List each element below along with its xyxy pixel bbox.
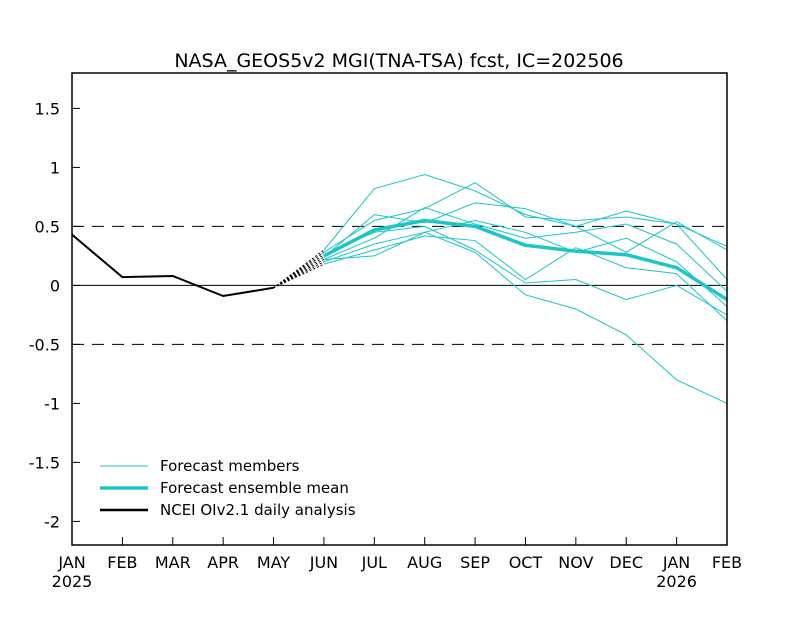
x-tick-label: MAY — [257, 553, 291, 572]
x-year-label: 2026 — [656, 572, 697, 591]
forecast-member-line — [323, 219, 728, 308]
x-tick-label: SEP — [460, 553, 490, 572]
y-tick-label: -0.5 — [29, 335, 60, 354]
forecast-mean-line — [323, 218, 728, 302]
legend-label: Forecast ensemble mean — [160, 479, 349, 497]
x-tick-label: FEB — [712, 553, 742, 572]
chart-title: NASA_GEOS5v2 MGI(TNA-TSA) fcst, IC=20250… — [174, 50, 623, 72]
transition-line — [273, 263, 325, 289]
x-tick-label: MAR — [155, 553, 191, 572]
y-tick-label: 1.5 — [35, 99, 60, 118]
y-tick-label: -2 — [44, 512, 60, 531]
observed-line — [71, 233, 274, 298]
x-tick-label: DEC — [609, 553, 643, 572]
x-tick-label: JAN — [57, 553, 85, 572]
forecast-member-line — [323, 182, 728, 280]
y-tick-label: 0 — [50, 276, 60, 295]
y-tick-label: 0.5 — [35, 217, 60, 236]
forecast-members — [323, 173, 728, 404]
forecast-member-line — [323, 206, 728, 292]
legend-label: NCEI OIv2.1 daily analysis — [160, 501, 356, 519]
legend: Forecast members Forecast ensemble mean NC… — [100, 457, 356, 519]
x-tick-label: APR — [207, 553, 239, 572]
observed-series — [71, 233, 274, 298]
transition-lines — [273, 249, 325, 289]
forecast-member-line — [323, 235, 728, 322]
forecast-member-line — [323, 202, 728, 258]
x-tick-label: AUG — [407, 553, 442, 572]
forecast-member-line — [323, 173, 728, 251]
y-tick-label: -1 — [44, 394, 60, 413]
x-tick-label: JUL — [361, 553, 387, 572]
x-tick-label: JUN — [309, 553, 338, 572]
plot-frame — [71, 72, 728, 546]
x-year-label: 2025 — [52, 572, 93, 591]
forecast-member-line — [323, 231, 728, 404]
forecast-mean — [323, 218, 728, 302]
y-axis: 1.5 1 0.5 0 -0.5 -1 -1.5 -2 — [29, 99, 80, 531]
x-tick-label: FEB — [107, 553, 137, 572]
transition-line — [273, 249, 325, 289]
y-tick-label: 1 — [50, 158, 60, 177]
forecast-member-line — [323, 225, 728, 316]
y-tick-label: -1.5 — [29, 453, 60, 472]
x-tick-label: JAN — [662, 553, 690, 572]
x-tick-label: NOV — [558, 553, 593, 572]
legend-label: Forecast members — [160, 457, 300, 475]
x-axis: JAN FEB MAR APR MAY JUN JUL AUG SEP OCT NOV DEC JAN F… — [52, 537, 742, 591]
x-tick-label: OCT — [509, 553, 543, 572]
